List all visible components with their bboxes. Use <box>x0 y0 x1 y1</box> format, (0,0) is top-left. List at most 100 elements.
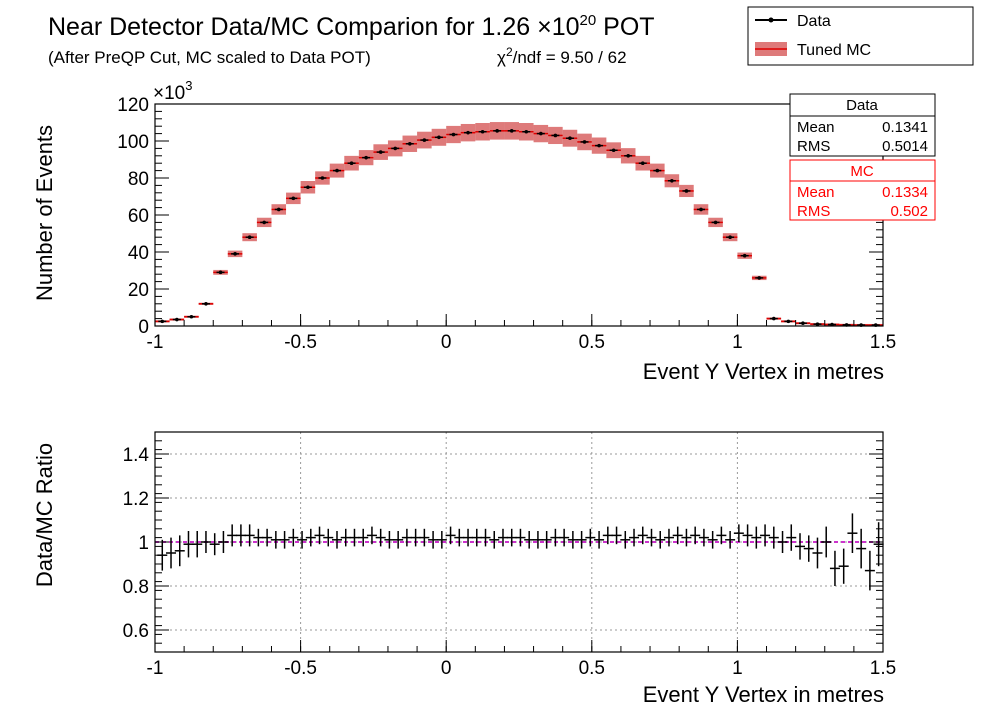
data-point <box>204 302 208 306</box>
title-exponent: 20 <box>580 12 597 29</box>
legend: Data Tuned MC <box>747 6 974 66</box>
data-point <box>422 138 427 142</box>
bottom-x-tick-label: -1 <box>147 658 164 679</box>
data-mean-value: 0.1341 <box>882 119 928 136</box>
data-point <box>262 220 267 225</box>
data-point <box>393 146 398 151</box>
data-point <box>306 185 310 190</box>
data-point <box>437 135 441 140</box>
data-point <box>364 155 368 160</box>
data-point <box>466 130 470 135</box>
data-rms-value: 0.5014 <box>882 138 928 155</box>
data-point <box>524 129 529 134</box>
top-y-tick-label: 0 <box>138 317 149 338</box>
data-stats-frame <box>789 93 936 157</box>
data-point <box>247 235 252 239</box>
figure-subtitle: (After PreQP Cut, MC scaled to Data POT) <box>48 48 371 67</box>
mc-rms-label: RMS <box>797 203 830 220</box>
bottom-panel: -1 -0.5 0 0.5 1 1.5 0.6 0.8 1 1.2 1.4 Data/MC Rati… <box>32 431 896 707</box>
bottom-y-tick-label: 0.6 <box>123 621 149 642</box>
legend-data-marker <box>768 17 774 23</box>
data-points <box>158 129 880 327</box>
data-point <box>218 270 223 275</box>
data-point <box>408 141 412 146</box>
top-y-tick-label: 60 <box>128 206 149 227</box>
chi2-label: χ2/ndf = 9.50 / 62 <box>497 45 627 67</box>
bottom-y-tick-label: 1.2 <box>123 489 149 510</box>
top-y-tick-label: 20 <box>128 280 149 301</box>
data-point <box>160 319 165 324</box>
top-x-tick-label: -0.5 <box>284 332 317 353</box>
data-point <box>670 178 674 183</box>
data-point <box>335 168 339 173</box>
data-point <box>189 314 194 319</box>
top-y-scale: ×103 <box>153 78 192 104</box>
bottom-x-tick-label: 1 <box>732 658 743 679</box>
data-point <box>539 131 543 136</box>
data-point <box>801 321 805 326</box>
data-point <box>582 140 587 144</box>
mc-stats-frame <box>789 159 936 221</box>
mc-histogram <box>155 130 883 326</box>
data-stats-title: Data <box>846 97 878 114</box>
data-point <box>815 322 820 326</box>
data-point <box>728 235 732 239</box>
bottom-x-tick-label: 1.5 <box>870 658 896 679</box>
data-stats-box: Data Mean 0.1341 RMS 0.5014 <box>789 93 936 157</box>
data-point <box>233 252 237 256</box>
top-y-tick-label: 120 <box>117 95 149 116</box>
data-point <box>611 148 616 153</box>
data-point <box>757 276 762 280</box>
data-point <box>713 220 718 225</box>
bottom-x-axis-title: Event Y Vertex in metres <box>643 682 884 707</box>
data-point <box>568 136 572 141</box>
data-point <box>626 154 630 158</box>
data-point <box>742 253 747 258</box>
mc-mean-value: 0.1334 <box>882 184 928 201</box>
data-point <box>684 189 689 193</box>
data-point <box>378 150 383 154</box>
top-x-tick-label: -1 <box>147 332 164 353</box>
data-point <box>291 196 296 201</box>
data-rms-label: RMS <box>797 138 830 155</box>
top-y-tick-label: 80 <box>128 169 149 190</box>
data-point <box>655 168 660 173</box>
bottom-y-tick-label: 0.8 <box>123 577 149 598</box>
data-point <box>772 316 776 321</box>
top-x-tick-label: 0 <box>441 332 452 353</box>
data-point <box>509 129 514 133</box>
data-point <box>175 317 179 322</box>
top-y-tick-label: 100 <box>117 132 149 153</box>
bottom-x-tick-label: 0 <box>441 658 452 679</box>
data-point <box>480 129 485 134</box>
top-x-tick-label: 0.5 <box>579 332 605 353</box>
data-point <box>495 129 499 133</box>
top-x-tick-label: 1 <box>732 332 743 353</box>
top-panel: -1 -0.5 0 0.5 1 1.5 0 20 40 60 80 100 120 ×103 Numbe… <box>32 78 936 384</box>
bottom-y-tick-label: 1 <box>138 533 149 554</box>
mc-stats-title: MC <box>850 163 873 180</box>
bottom-y-axis-title: Data/MC Ratio <box>32 443 57 587</box>
legend-mc-label: Tuned MC <box>797 42 871 59</box>
top-x-tick-label: 1.5 <box>870 332 896 353</box>
data-point <box>553 133 558 138</box>
top-x-axis-title: Event Y Vertex in metres <box>643 359 884 384</box>
bottom-axis-ticks: -1 -0.5 0 0.5 1 1.5 0.6 0.8 1 1.2 1.4 <box>123 431 896 679</box>
mc-mean-label: Mean <box>797 184 835 201</box>
data-point <box>349 161 354 165</box>
top-y-tick-label: 40 <box>128 243 149 264</box>
data-point <box>699 207 703 212</box>
mc-stats-box: MC Mean 0.1334 RMS 0.502 <box>789 159 936 221</box>
bottom-x-tick-label: -0.5 <box>284 658 317 679</box>
data-mean-label: Mean <box>797 119 835 136</box>
ratio-points <box>157 513 884 591</box>
top-y-axis-title: Number of Events <box>32 125 57 301</box>
bottom-y-tick-label: 1.4 <box>123 445 150 466</box>
mc-rms-value: 0.502 <box>890 203 928 220</box>
data-point <box>320 176 325 180</box>
data-point <box>597 143 601 148</box>
bottom-x-tick-label: 0.5 <box>579 658 605 679</box>
data-point <box>276 207 281 212</box>
data-point <box>451 132 456 137</box>
